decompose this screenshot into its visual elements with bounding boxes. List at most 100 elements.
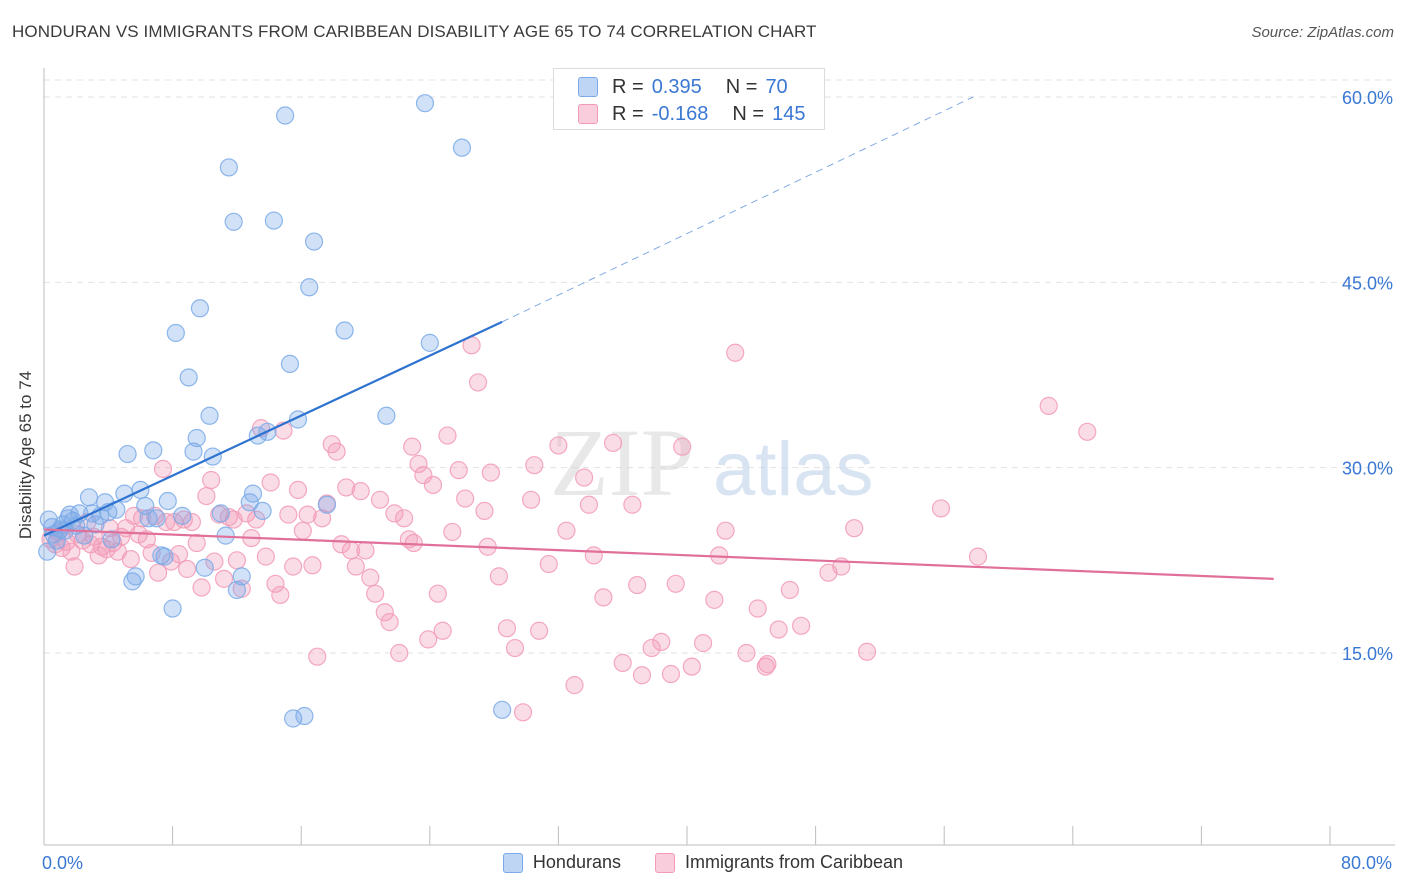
stats-row-hondurans: R = 0.395 N = 70 [578, 75, 788, 99]
hondurans-point [123, 572, 142, 591]
r-label: R = [612, 102, 644, 125]
caribbean-point [121, 549, 140, 569]
caribbean-point [202, 470, 221, 490]
y-axis-label: Disability Age 65 to 74 [16, 370, 35, 540]
caribbean-point [62, 542, 81, 561]
legend-item-caribbean[interactable]: Immigrants from Caribbean [654, 852, 903, 873]
caribbean-point [438, 426, 457, 445]
hondurans-point [166, 323, 185, 343]
hondurans-point [102, 530, 121, 549]
n-value: 70 [765, 75, 788, 98]
chart-title: HONDURAN VS IMMIGRANTS FROM CARIBBEAN DI… [12, 22, 817, 41]
caribbean-point [197, 486, 216, 506]
y-tick-labels: 15.0% 30.0% 45.0% 60.0% [1342, 88, 1393, 664]
caribbean-point [628, 575, 647, 595]
caribbean-point [351, 482, 370, 501]
caribbean-point [521, 490, 541, 509]
caribbean-point [623, 495, 642, 514]
caribbean-point [456, 489, 475, 508]
hondurans-trendline [43, 320, 503, 537]
caribbean-point [539, 554, 558, 574]
n-label: N = [732, 102, 765, 125]
caribbean-point [187, 533, 206, 553]
caribbean-point [419, 630, 438, 649]
caribbean-point [375, 603, 394, 622]
caribbean-point [780, 580, 799, 600]
caribbean-legend-swatch [654, 852, 675, 873]
caribbean-point [308, 647, 327, 666]
caribbean-point [575, 468, 594, 487]
r-value: 0.395 [651, 75, 702, 98]
hondurans-point [304, 232, 324, 251]
caribbean-point [557, 521, 576, 540]
hondurans-point [79, 488, 99, 507]
caribbean-point [594, 588, 613, 607]
hondurans-point [211, 504, 230, 523]
caribbean-point [857, 642, 877, 661]
caribbean-point [303, 556, 322, 575]
caribbean-point [261, 473, 280, 492]
caribbean-point [756, 657, 775, 676]
hondurans-point [219, 158, 238, 177]
caribbean-point [385, 504, 404, 523]
r-label: R = [612, 75, 644, 98]
caribbean-point [266, 574, 285, 593]
caribbean-point [149, 563, 168, 582]
caribbean-point [565, 676, 584, 695]
caribbean-point [380, 613, 399, 632]
caribbean-point [489, 567, 509, 586]
hondurans-point [335, 321, 354, 340]
caribbean-point [968, 547, 988, 566]
hondurans-point [187, 428, 206, 448]
caribbean-point [394, 509, 414, 528]
hondurans-legend-swatch [502, 852, 523, 873]
r-value: -0.168 [651, 102, 709, 125]
hondurans-trendline-extension [501, 96, 974, 323]
hondurans-point [377, 406, 396, 425]
x-tick-label-min: 0.0% [42, 853, 84, 873]
trendlines [43, 96, 1274, 580]
caribbean-point [584, 546, 603, 565]
watermark: ZIP atlas [550, 409, 874, 516]
hondurans-point [115, 484, 134, 503]
caribbean-point [214, 569, 234, 588]
caribbean-point [298, 505, 317, 524]
hondurans-point [295, 706, 314, 726]
hondurans-point [126, 567, 145, 586]
caribbean-point [505, 638, 525, 658]
caribbean-point [769, 620, 788, 639]
hondurans-point [155, 547, 174, 566]
caribbean-point [433, 621, 452, 640]
legend-item-hondurans[interactable]: Hondurans [502, 852, 621, 873]
caribbean-point [153, 459, 173, 479]
caribbean-point [279, 505, 298, 524]
hondurans-point [493, 700, 512, 719]
hondurans-point [118, 444, 137, 464]
caribbean-point [366, 584, 385, 603]
hondurans-point [224, 212, 243, 231]
hondurans-point [317, 495, 337, 514]
hondurans-point [163, 599, 182, 618]
caribbean-point [549, 436, 568, 455]
hondurans-point [147, 509, 166, 528]
caribbean-point [497, 619, 517, 638]
caribbean-point [403, 437, 422, 456]
caribbean-point [530, 621, 549, 640]
caribbean-point [468, 373, 488, 392]
hondurans-point [184, 442, 203, 461]
caribbean-point [332, 535, 351, 554]
caribbean-point [705, 590, 724, 609]
caribbean-point [613, 653, 632, 672]
caribbean-point [177, 559, 197, 579]
caribbean-point [603, 433, 623, 453]
caribbean-point [205, 552, 224, 571]
caribbean-point [792, 616, 811, 635]
caribbean-point [716, 521, 735, 540]
hondurans-point [190, 299, 210, 318]
n-label: N = [725, 75, 758, 98]
caribbean-point [356, 541, 375, 560]
caribbean-point [137, 530, 156, 549]
caribbean-point [423, 475, 443, 495]
gridlines [44, 79, 1395, 654]
caribbean-point [449, 461, 468, 480]
